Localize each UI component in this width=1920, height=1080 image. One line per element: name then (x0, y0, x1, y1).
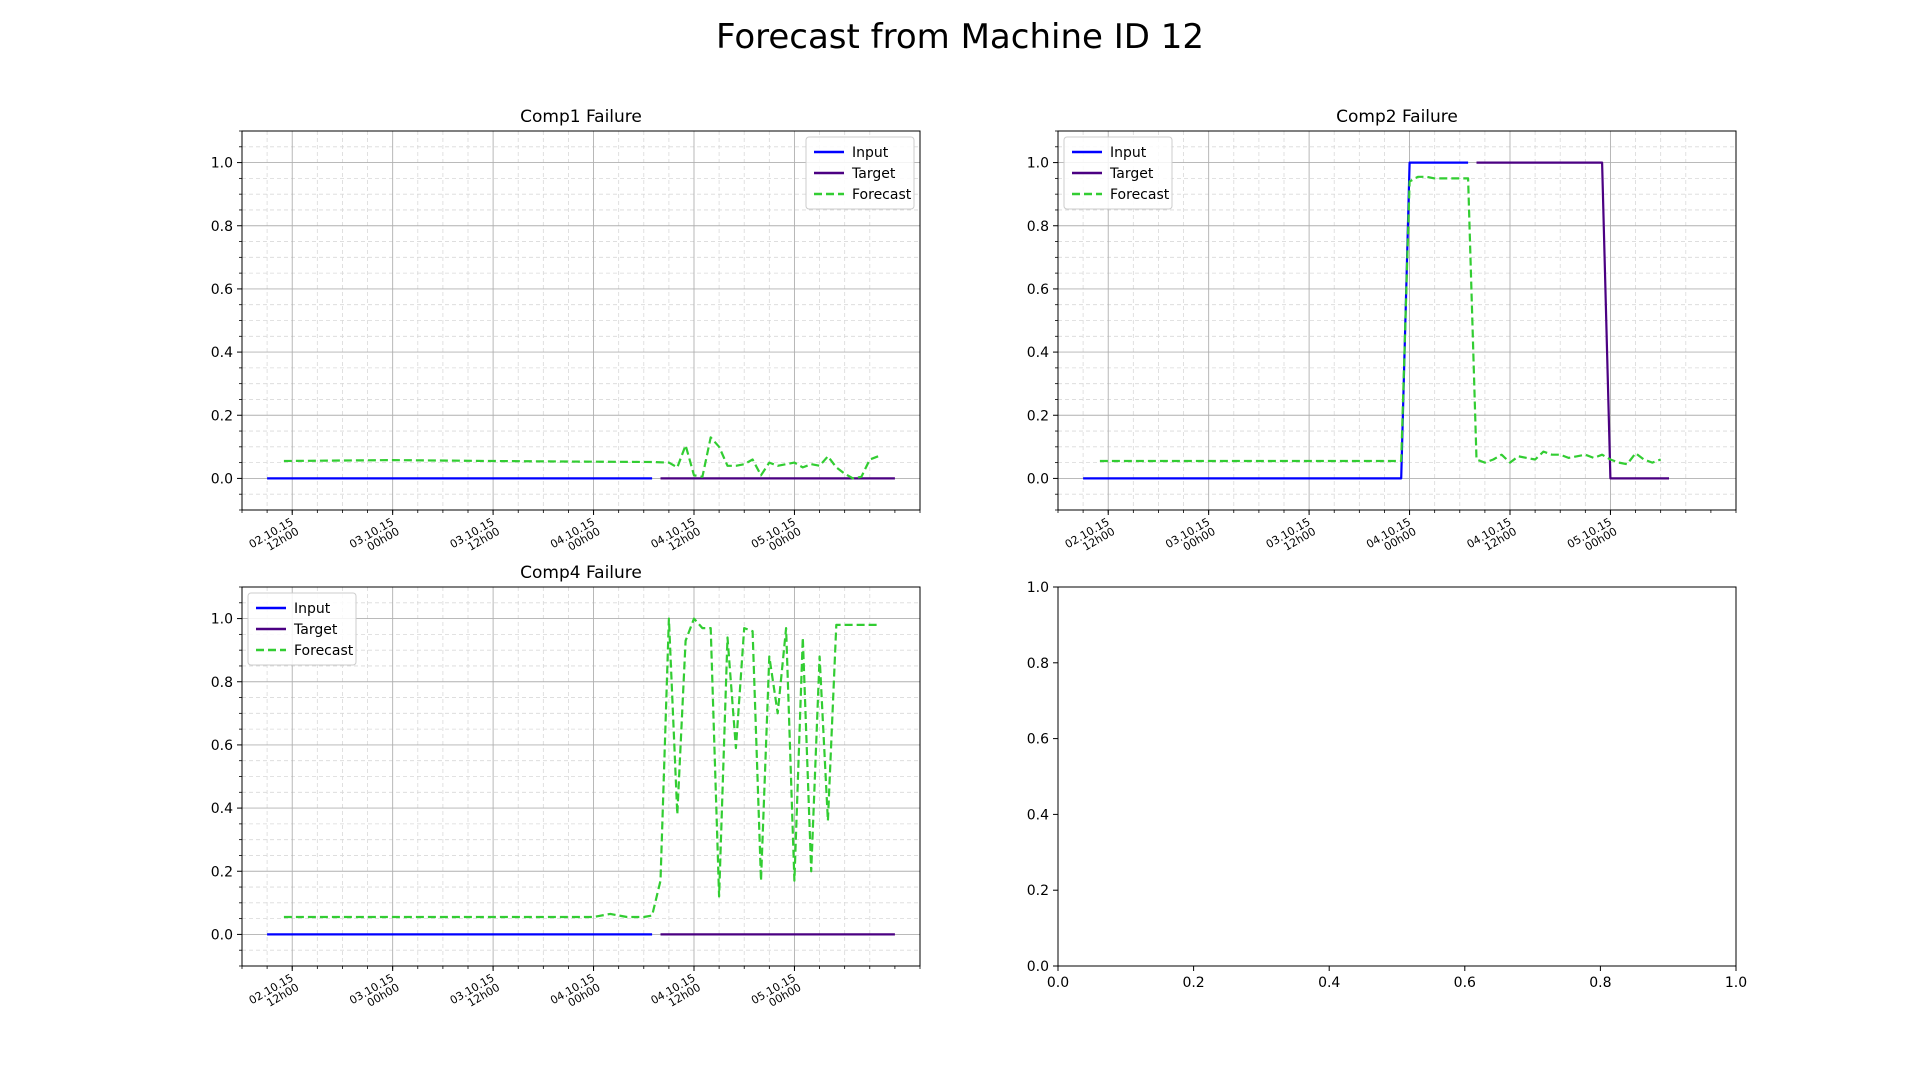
series-forecast-line (1099, 175, 1662, 466)
grid (241, 130, 921, 511)
y-tick-label: 0.4 (211, 345, 233, 361)
y-tick-label: 0.2 (211, 864, 233, 880)
y-tick-label: 0.6 (211, 282, 233, 298)
y-tick-label: 0.0 (211, 927, 233, 943)
series-input-line (1083, 161, 1469, 480)
y-tick-label: 0.0 (211, 471, 233, 487)
y-tick-label: 0.8 (211, 675, 233, 691)
subplot-3: 0.00.20.40.60.81.002.10.1512h00 03.10.150… (211, 563, 921, 1010)
legend-label-forecast: Forecast (1110, 187, 1170, 203)
subplot-4: 0.0 0.2 0.4 0.6 0.8 1.0 0.0 0.2 0.4 0.6 0.8 1.0 (1027, 580, 1747, 991)
y-tick-label: 0.8 (211, 219, 233, 235)
legend-label-target: Target (293, 622, 338, 638)
y-tick-label: 1.0 (211, 156, 233, 172)
axes-frame (1057, 586, 1737, 967)
y-tick-label: 1.0 (1027, 156, 1049, 172)
y-tick-label: 1.0 (1027, 580, 1049, 596)
subplot-title: Comp1 Failure (520, 107, 642, 127)
x-tick-label: 0.2 (1182, 975, 1204, 991)
legend-label-input: Input (294, 601, 331, 617)
legend-box (805, 136, 915, 210)
y-tick-label: 0.6 (1027, 732, 1049, 748)
legend-label-target: Target (1109, 166, 1154, 182)
x-tick-label: 0.8 (1589, 975, 1611, 991)
y-tick-label: 0.4 (1027, 345, 1049, 361)
y-tick-label: 0.6 (1027, 282, 1049, 298)
x-tick-label: 1.0 (1725, 975, 1747, 991)
y-tick-label: 0.4 (1027, 807, 1049, 823)
y-tick-label: 0.8 (1027, 656, 1049, 672)
x-tick-label: 0.4 (1318, 975, 1340, 991)
legend-label-forecast: Forecast (852, 187, 912, 203)
y-tick-label: 0.2 (211, 408, 233, 424)
legend-label-input: Input (1110, 145, 1147, 161)
legend-label-input: Input (852, 145, 889, 161)
legend: Input Target Forecast (247, 592, 357, 666)
series-target-line (1476, 161, 1669, 480)
y-tick-label: 0.0 (1027, 471, 1049, 487)
subplot-title: Comp4 Failure (520, 563, 642, 583)
legend-label-forecast: Forecast (294, 643, 354, 659)
legend-box (247, 592, 357, 666)
x-tick-label: 0.0 (1047, 975, 1069, 991)
y-tick-label: 0.4 (211, 801, 233, 817)
series-forecast-line (283, 617, 879, 919)
x-tick-label: 0.6 (1454, 975, 1476, 991)
legend: Input Target Forecast (1063, 136, 1173, 210)
legend-box (1063, 136, 1173, 210)
y-tick-label: 0.2 (1027, 883, 1049, 899)
y-tick-label: 0.2 (1027, 408, 1049, 424)
legend-label-target: Target (851, 166, 896, 182)
series-forecast-line (283, 436, 879, 480)
y-tick-label: 1.0 (211, 612, 233, 628)
legend: Input Target Forecast (805, 136, 915, 210)
y-tick-label: 0.0 (1027, 959, 1049, 975)
figure-title: Forecast from Machine ID 12 (716, 17, 1204, 57)
subplot-title: Comp2 Failure (1336, 107, 1458, 127)
y-tick-label: 0.6 (211, 738, 233, 754)
y-tick-label: 0.8 (1027, 219, 1049, 235)
